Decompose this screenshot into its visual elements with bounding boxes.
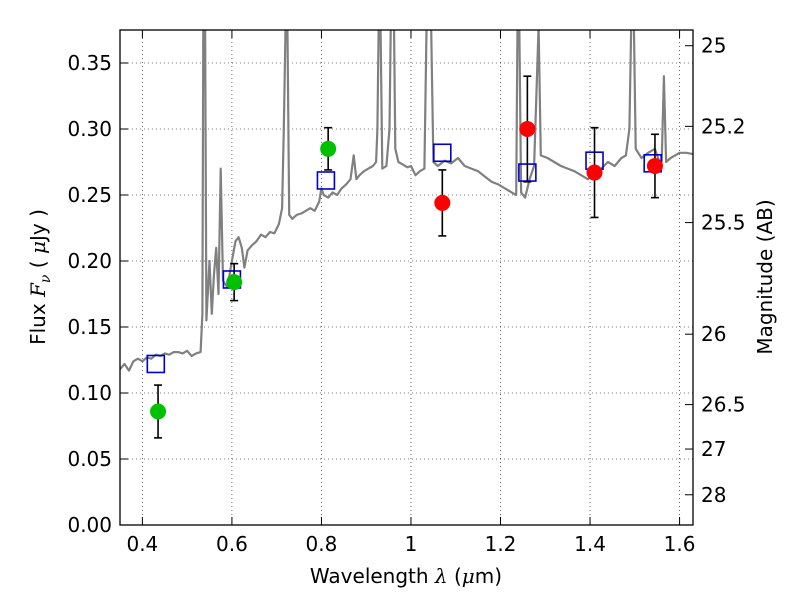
markers-layer — [146, 75, 663, 439]
x-tick-label: 1.2 — [485, 532, 517, 556]
y-tick-label: 0.10 — [67, 381, 112, 405]
observed-point-marker — [320, 140, 337, 157]
y2-tick-label: 25.5 — [701, 211, 746, 235]
y-tick-label: 0.35 — [67, 51, 112, 75]
observed-point-marker — [519, 121, 536, 137]
model-square-marker — [146, 354, 166, 374]
x-tick-label: 0.4 — [126, 532, 158, 556]
grid — [120, 30, 693, 526]
y-tick-label: 0.15 — [67, 315, 112, 339]
x-tick-label: 1.4 — [574, 532, 606, 556]
x-axis-label: Wavelength λ (μm) — [310, 564, 502, 588]
y2-tick-label: 28 — [701, 483, 726, 507]
observed-point-marker — [646, 157, 663, 174]
observed-point-marker — [150, 403, 167, 420]
spectrum-layer — [120, 30, 693, 372]
y2-tick-label: 26.5 — [701, 393, 746, 417]
y2-tick-label: 25.2 — [701, 114, 746, 138]
observed-point-marker — [586, 164, 603, 181]
y-tick-label: 0.20 — [67, 249, 112, 273]
y-tick-label: 0.05 — [67, 447, 112, 471]
model-square-marker — [433, 143, 452, 163]
spectrum-line — [120, 30, 693, 372]
y2-tick-label: 25 — [701, 34, 726, 58]
y-tick-label: 0.25 — [67, 183, 112, 207]
y2-tick-label: 26 — [701, 322, 726, 346]
x-tick-label: 1 — [405, 532, 418, 556]
y-axis-label: Flux Fν ( μJy ) — [26, 209, 54, 345]
observed-point-marker — [434, 194, 451, 211]
observed-point-marker — [226, 274, 243, 291]
y-tick-label: 0.30 — [67, 117, 112, 141]
x-tick-label: 1.6 — [664, 532, 696, 556]
x-tick-label: 0.6 — [216, 532, 248, 556]
x-tick-label: 0.8 — [306, 532, 338, 556]
ticks-layer: 0.4 0.6 0.8 1 1.2 1.4 1.6 0.00 0.05 0.10 0.15 0.20 0… — [67, 30, 746, 556]
y2-tick-label: 27 — [701, 437, 726, 461]
model-square-marker — [316, 171, 336, 190]
y-tick-label: 0.00 — [67, 513, 112, 537]
y2-axis-label: Magnitude (AB) — [753, 199, 777, 354]
plot-frame — [119, 29, 694, 526]
